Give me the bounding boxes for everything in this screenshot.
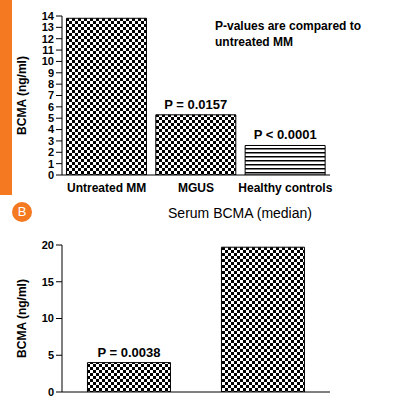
svg-text:20: 20 [42,239,54,251]
svg-text:10: 10 [42,312,54,324]
svg-text:3: 3 [48,135,54,147]
svg-text:Untreated MM: Untreated MM [67,181,146,195]
svg-text:2: 2 [48,146,54,158]
svg-text:0: 0 [48,386,54,398]
svg-text:7: 7 [48,89,54,101]
svg-text:1: 1 [48,158,54,170]
svg-text:5: 5 [48,349,54,361]
svg-text:8: 8 [48,78,54,90]
svg-text:MGUS: MGUS [178,181,214,195]
svg-text:BCMA (ng/ml): BCMA (ng/ml) [15,56,29,135]
svg-text:11: 11 [42,44,54,56]
svg-text:15: 15 [42,276,54,288]
svg-text:P = 0.0157: P = 0.0157 [164,97,227,112]
svg-text:9: 9 [48,67,54,79]
html-text:Serum BCMA (median): Serum BCMA (median) [168,205,312,221]
svg-text:5: 5 [48,112,54,124]
svg-text:0: 0 [48,169,54,181]
html-text:B: B [17,204,27,219]
svg-text:Healthy controls: Healthy controls [238,181,332,195]
svg-text:6: 6 [48,101,54,113]
svg-text:13: 13 [42,21,54,33]
svg-text:10: 10 [42,55,54,67]
html-text:P-values are compared to untre: P-values are compared to untreated MM [215,19,362,49]
svg-text:P < 0.0001: P < 0.0001 [254,127,317,142]
svg-text:12: 12 [42,33,54,45]
svg-text:P = 0.0038: P = 0.0038 [97,345,160,360]
svg-text:BCMA (ng/ml): BCMA (ng/ml) [15,279,29,358]
svg-text:4: 4 [48,123,55,135]
svg-text:14: 14 [42,10,55,22]
